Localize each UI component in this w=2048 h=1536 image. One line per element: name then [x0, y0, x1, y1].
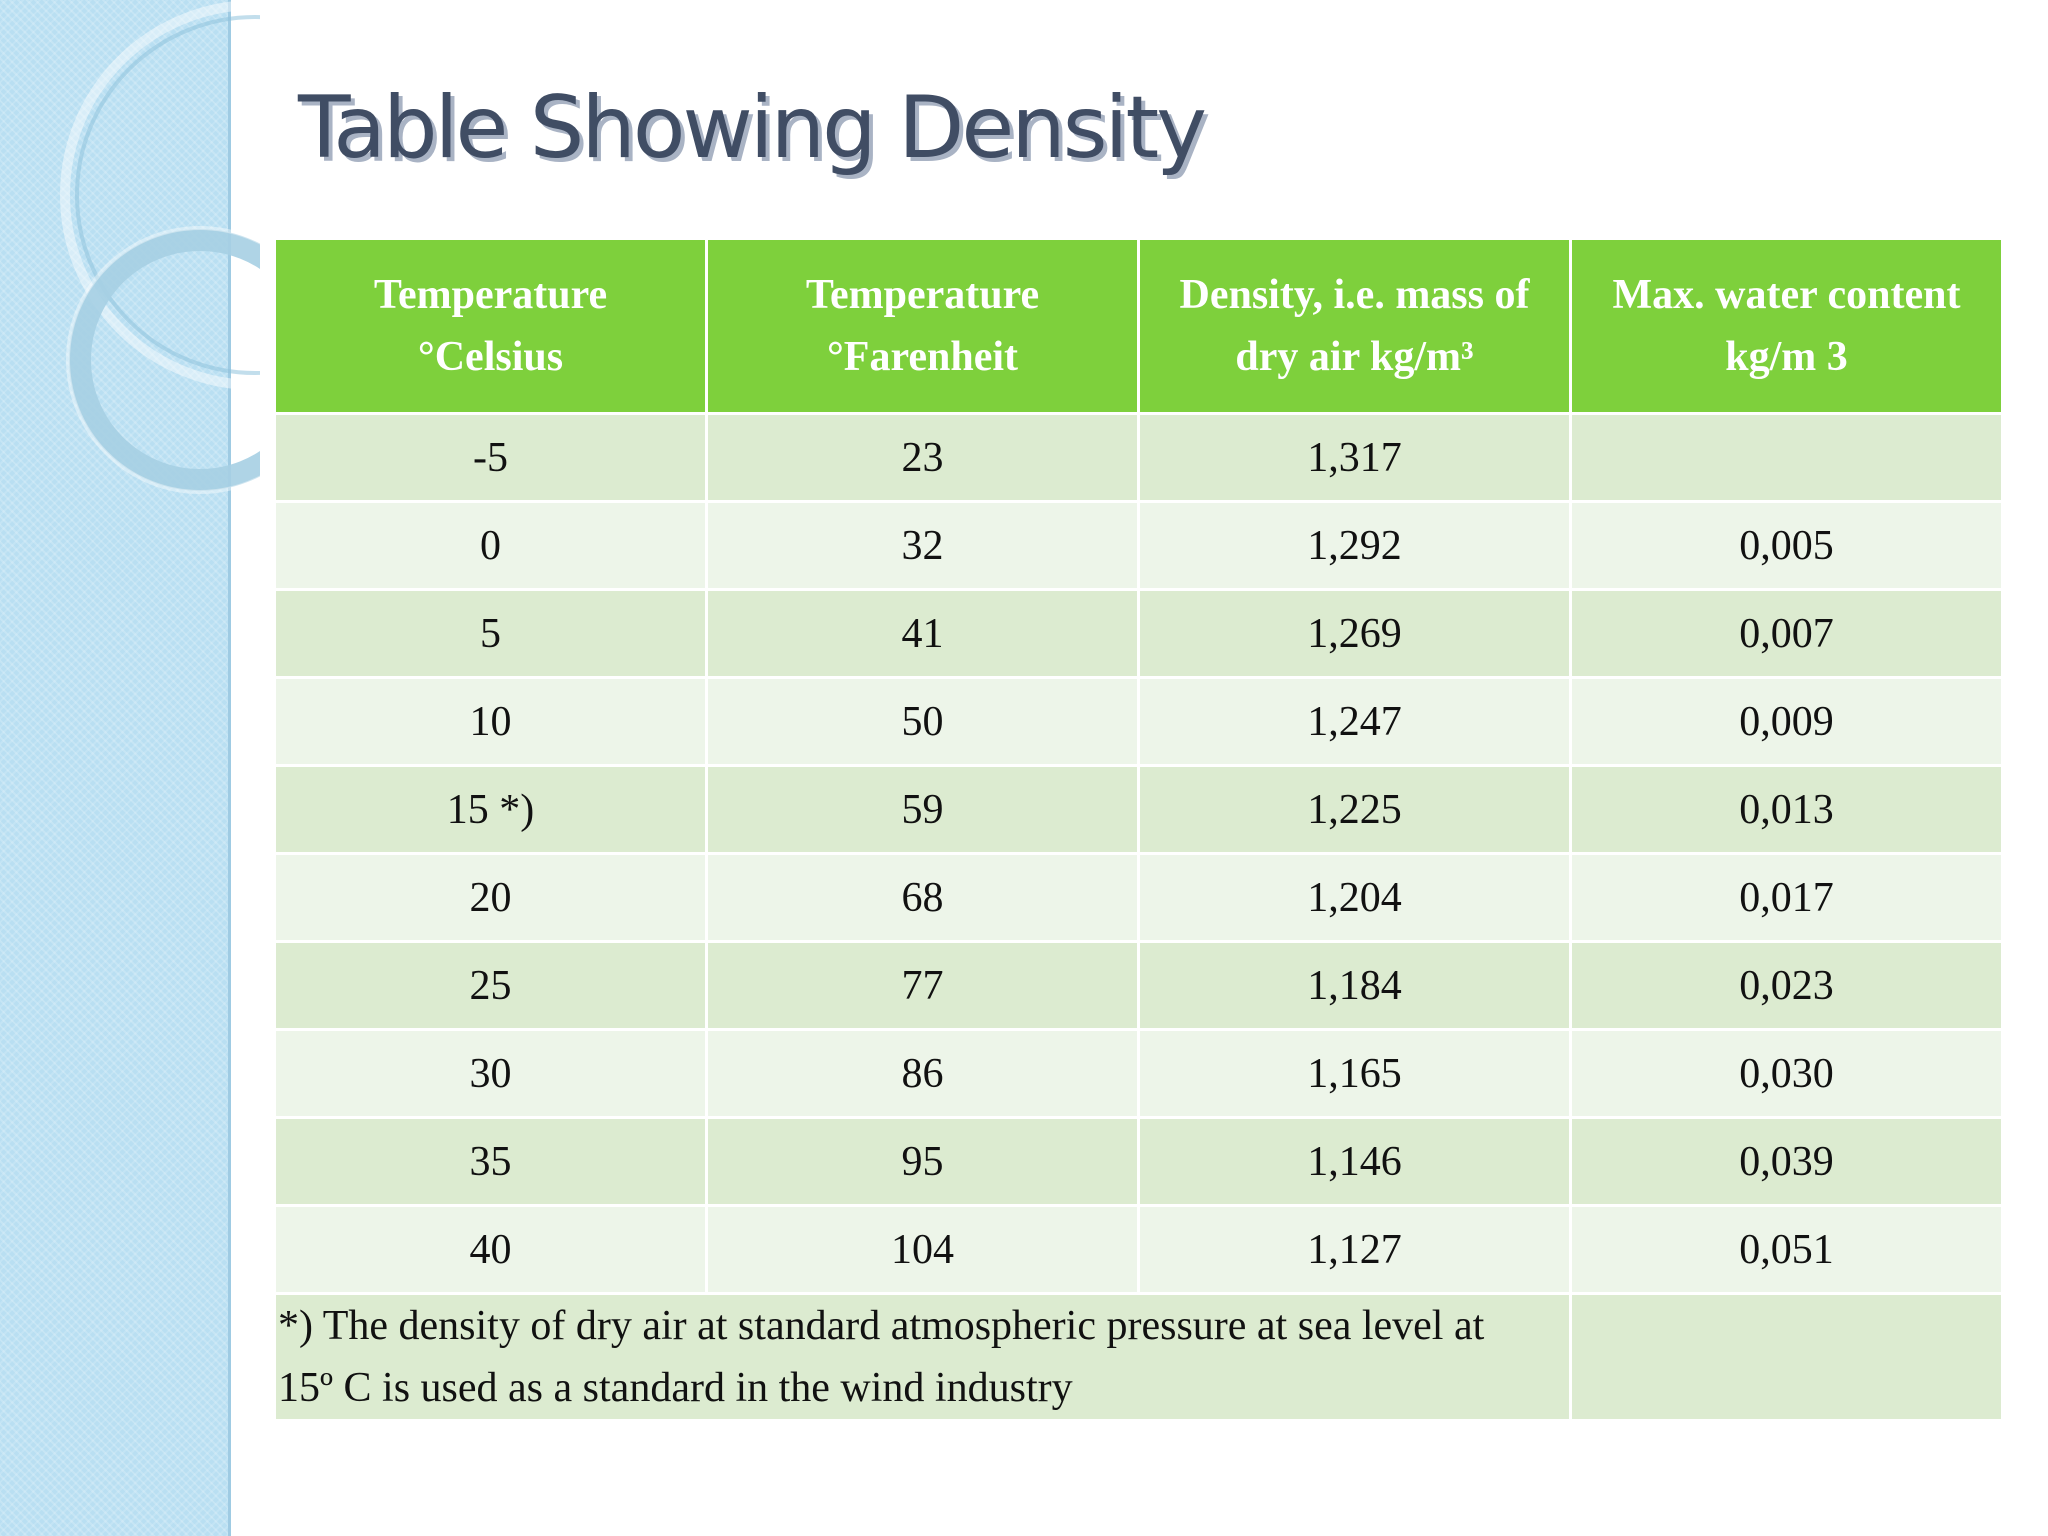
cell-water-content: 0,039 [1569, 1116, 2004, 1207]
cell-density: 1,165 [1137, 1028, 1572, 1119]
cell-density: 1,204 [1137, 852, 1572, 943]
table-row: 30 86 1,165 0,030 [273, 1028, 2004, 1119]
header-fahrenheit-line2: °Farenheit [827, 334, 1018, 380]
side-decoration-panel [0, 0, 231, 1536]
cell-celsius: 30 [273, 1028, 708, 1119]
table-row: 0 32 1,292 0,005 [273, 500, 2004, 591]
cell-density: 1,127 [1137, 1204, 1572, 1295]
header-water-content: Max. water content kg/m 3 [1569, 237, 2004, 415]
cell-fahrenheit: 41 [705, 588, 1140, 679]
cell-density: 1,269 [1137, 588, 1572, 679]
table-header-row: Temperature °Celsius Temperature °Farenh… [273, 237, 2004, 415]
header-water-line1: Max. water content [1612, 272, 1961, 318]
footnote-empty-cell [1569, 1292, 2004, 1422]
cell-celsius: 5 [273, 588, 708, 679]
cell-water-content: 0,005 [1569, 500, 2004, 591]
cell-density: 1,225 [1137, 764, 1572, 855]
cell-fahrenheit: 50 [705, 676, 1140, 767]
slide-title: Table Showing Density [298, 78, 1207, 178]
table-row: 35 95 1,146 0,039 [273, 1116, 2004, 1207]
cell-fahrenheit: 77 [705, 940, 1140, 1031]
cell-celsius: 10 [273, 676, 708, 767]
header-density-line2: dry air kg/m³ [1235, 334, 1474, 380]
table-row: 25 77 1,184 0,023 [273, 940, 2004, 1031]
cell-density: 1,146 [1137, 1116, 1572, 1207]
cell-density: 1,247 [1137, 676, 1572, 767]
cell-celsius: 15 *) [273, 764, 708, 855]
header-fahrenheit: Temperature °Farenheit [705, 237, 1140, 415]
cell-fahrenheit: 86 [705, 1028, 1140, 1119]
cell-water-content: 0,023 [1569, 940, 2004, 1031]
cell-water-content: 0,051 [1569, 1204, 2004, 1295]
decorative-rings [60, 0, 260, 494]
table-row: 10 50 1,247 0,009 [273, 676, 2004, 767]
cell-density: 1,317 [1137, 412, 1572, 503]
cell-fahrenheit: 68 [705, 852, 1140, 943]
density-table: Temperature °Celsius Temperature °Farenh… [273, 237, 2004, 1422]
header-density-line1: Density, i.e. mass of [1179, 272, 1530, 318]
table-row: 5 41 1,269 0,007 [273, 588, 2004, 679]
cell-water-content: 0,030 [1569, 1028, 2004, 1119]
cell-water-content: 0,017 [1569, 852, 2004, 943]
table-row: 40 104 1,127 0,051 [273, 1204, 2004, 1295]
cell-density: 1,184 [1137, 940, 1572, 1031]
header-celsius-line2: °Celsius [417, 334, 564, 380]
cell-fahrenheit: 104 [705, 1204, 1140, 1295]
header-celsius: Temperature °Celsius [273, 237, 708, 415]
table-row: -5 23 1,317 [273, 412, 2004, 503]
cell-celsius: 40 [273, 1204, 708, 1295]
footnote-row: *) The density of dry air at standard at… [273, 1292, 2004, 1422]
header-celsius-line1: Temperature [373, 272, 608, 318]
cell-water-content: 0,009 [1569, 676, 2004, 767]
cell-celsius: 0 [273, 500, 708, 591]
footnote-line1: *) The density of dry air at standard at… [278, 1303, 1485, 1349]
cell-water-content: 0,007 [1569, 588, 2004, 679]
cell-fahrenheit: 23 [705, 412, 1140, 503]
table-row: 20 68 1,204 0,017 [273, 852, 2004, 943]
cell-celsius: -5 [273, 412, 708, 503]
header-water-line2: kg/m 3 [1725, 334, 1848, 380]
footnote-line2: 15º C is used as a standard in the wind … [278, 1365, 1073, 1411]
header-density: Density, i.e. mass of dry air kg/m³ [1137, 237, 1572, 415]
footnote: *) The density of dry air at standard at… [273, 1292, 1572, 1422]
header-fahrenheit-line1: Temperature [805, 272, 1040, 318]
cell-water-content: 0,013 [1569, 764, 2004, 855]
cell-celsius: 25 [273, 940, 708, 1031]
table-row: 15 *) 59 1,225 0,013 [273, 764, 2004, 855]
cell-water-content [1569, 412, 2004, 503]
cell-celsius: 20 [273, 852, 708, 943]
cell-fahrenheit: 32 [705, 500, 1140, 591]
cell-fahrenheit: 59 [705, 764, 1140, 855]
cell-celsius: 35 [273, 1116, 708, 1207]
cell-fahrenheit: 95 [705, 1116, 1140, 1207]
cell-density: 1,292 [1137, 500, 1572, 591]
